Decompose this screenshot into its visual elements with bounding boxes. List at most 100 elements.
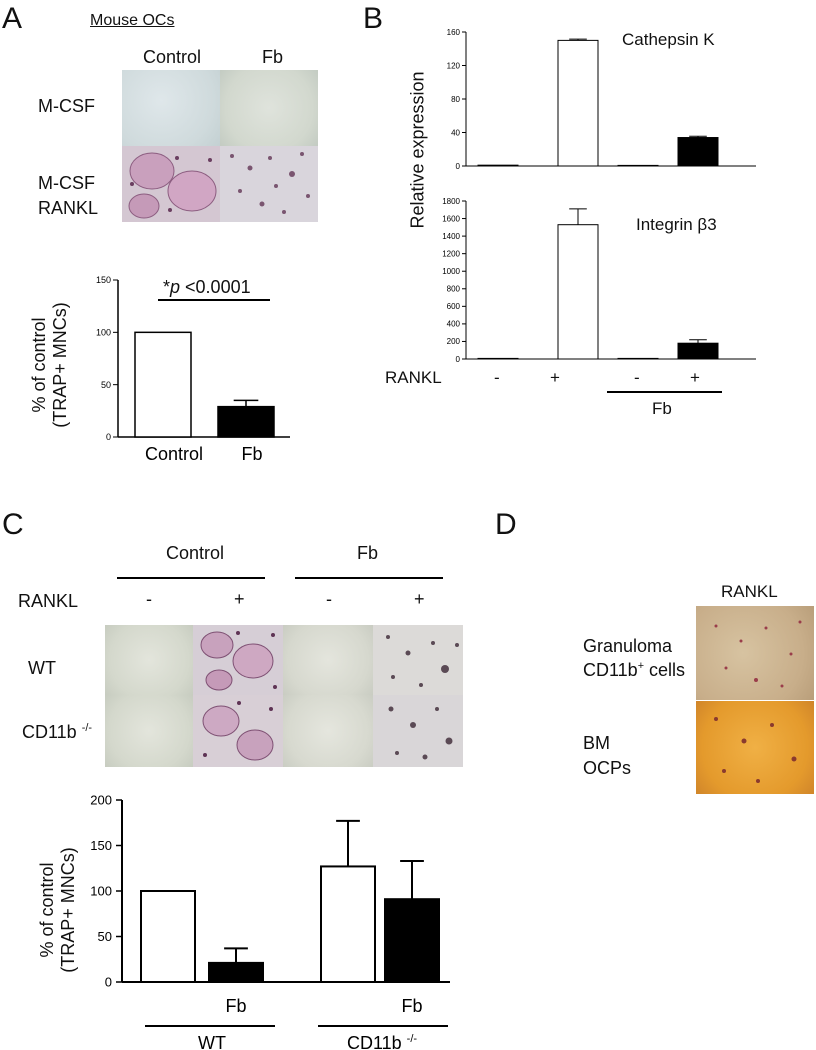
y-tick-label: 0 [456, 162, 461, 171]
micrograph-a-rankl-control [122, 146, 220, 222]
bar [557, 39, 599, 167]
panel-b-sign-2: + [550, 368, 560, 387]
panel-c-row-ko: CD11b -/- [22, 722, 92, 743]
group-label: CD11b -/- [347, 1033, 417, 1050]
micrograph-a-mcsf-fb [220, 70, 318, 146]
micrograph-c-wt-control-plus [193, 625, 283, 695]
y-tick-label: 1800 [442, 197, 460, 206]
y-tick-label: 150 [96, 275, 111, 285]
y-tick-label: 200 [447, 337, 461, 346]
panel-a-col-control: Control [143, 47, 202, 67]
panel-c-sign-4: + [414, 589, 425, 609]
group-label-name: CD11b [347, 1033, 407, 1050]
panel-b-sign-1: - [494, 368, 500, 387]
panel-a-letter: A [2, 2, 23, 35]
y-tick-label: 50 [98, 929, 112, 944]
micrograph-a-rankl-fb [220, 146, 318, 222]
y-tick-label: 100 [96, 327, 111, 337]
y-tick-label: 0 [456, 355, 461, 364]
panel-c-sign-1: - [146, 589, 152, 609]
bar [208, 961, 264, 983]
micrograph-a-mcsf-control [122, 70, 220, 146]
panel-b-fb-underline [607, 391, 722, 393]
bar-label: Fb [225, 996, 246, 1016]
panel-a-title: Mouse OCs [90, 12, 175, 29]
panel-b-fb-label: Fb [652, 399, 672, 418]
panel-b-sign-4: + [690, 368, 700, 387]
panel-a-row-mcsf-2: M-CSF [38, 173, 95, 193]
y-tick-label: 1600 [442, 214, 460, 223]
panel-a-row-rankl: RANKL [38, 198, 99, 218]
panel-d-row1-line2: CD11b+ cells [583, 660, 685, 681]
y-tick-label: 0 [105, 975, 112, 990]
panel-d-header: RANKL [721, 582, 778, 601]
bar [617, 164, 659, 167]
chart-b: 0408012016002004006008001000120014001600… [442, 28, 756, 364]
x-category-label: Control [145, 444, 203, 464]
panel-c-rankl-label: RANKL [18, 591, 79, 611]
bar [477, 357, 519, 360]
y-tick-label: 100 [90, 884, 112, 899]
bar [217, 405, 275, 438]
bar-label: Fb [401, 996, 422, 1016]
micrograph-c-ko-control-minus [105, 695, 193, 767]
chart-a: 0 50 100 150 Control Fb [96, 275, 290, 464]
micrograph-c-wt-control-minus [105, 625, 193, 695]
micrograph-c-wt-fb-minus [283, 625, 373, 695]
panel-c-sign-3: - [326, 589, 332, 609]
y-tick-label: 0 [106, 432, 111, 442]
panel-d-row1-line1: Granuloma [583, 636, 673, 656]
panel-d-row1-sup: + [637, 660, 645, 672]
x-category-label: Fb [241, 444, 262, 464]
y-tick-label: 120 [447, 61, 461, 70]
bar [557, 224, 599, 360]
panel-d-row1-tail: cells [644, 660, 686, 680]
panel-a-bracket-svg [158, 299, 270, 301]
panel-b-top-title: Cathepsin K [622, 30, 715, 49]
y-tick-label: 800 [447, 285, 461, 294]
y-tick-label: 400 [447, 320, 461, 329]
panel-a-col-fb: Fb [262, 47, 284, 67]
pvalue-star: * [163, 277, 171, 297]
micrograph-c-ko-control-plus [193, 695, 283, 767]
panel-d-row2-line2: OCPs [583, 758, 632, 778]
panel-c-fb-underline [295, 577, 443, 579]
micrograph-c-ko-fb-plus [373, 695, 463, 767]
panel-b-letter: B [363, 2, 384, 35]
panel-c-row-ko-sup: -/- [81, 722, 92, 734]
panel-c-header-control: Control [166, 543, 225, 563]
bar [617, 357, 659, 360]
y-tick-label: 600 [447, 302, 461, 311]
panel-b-bottom-title: Integrin β3 [636, 215, 717, 234]
panel-d-row1-cd11b: CD11b [583, 660, 638, 680]
y-tick-label: 150 [90, 838, 112, 853]
panel-c-row-wt: WT [28, 658, 56, 678]
y-tick-label: 80 [451, 95, 460, 104]
bar [134, 331, 192, 438]
panel-b-rankl-label: RANKL [385, 368, 442, 387]
panel-a-row-mcsf: M-CSF [38, 96, 95, 116]
panel-d-letter: D [495, 508, 517, 541]
y-tick-label: 160 [447, 28, 461, 37]
bar [140, 890, 196, 983]
y-tick-label: 1200 [442, 249, 460, 258]
y-tick-label: 1000 [442, 267, 460, 276]
micrograph-c-ko-fb-minus [283, 695, 373, 767]
panel-b-sign-3: - [634, 368, 640, 387]
group-label: WT [198, 1033, 226, 1050]
chart-c: 0 50 100 150 200 Fb Fb WT CD11b -/- [90, 793, 450, 1050]
panel-c-sign-2: + [234, 589, 245, 609]
bar [384, 898, 440, 983]
group-label-sup: -/- [407, 1033, 418, 1045]
y-tick-label: 1400 [442, 232, 460, 241]
panel-c-letter: C [2, 508, 24, 541]
panel-a-pvalue: *p <0.0001 [163, 277, 251, 298]
pvalue-text: <0.0001 [180, 277, 251, 297]
micrograph-d-granuloma [696, 606, 814, 700]
panel-d-row2-line1: BM [583, 733, 610, 753]
micrograph-d-bm [696, 701, 814, 794]
panel-c-header-fb: Fb [357, 543, 379, 563]
bar [677, 342, 719, 360]
y-tick-label: 50 [101, 380, 111, 390]
bar [477, 164, 519, 167]
